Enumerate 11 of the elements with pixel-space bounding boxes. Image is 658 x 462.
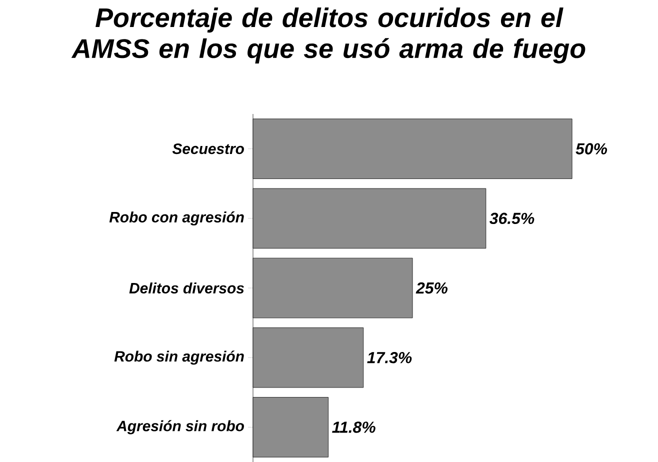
data-label: 25%: [416, 282, 448, 294]
data-label: 36.5%: [490, 212, 534, 224]
y-tick-label: Delitos diversos: [129, 282, 244, 294]
y-tick-label: Robo sin agresión: [114, 350, 244, 365]
data-label: 50%: [576, 143, 608, 154]
y-tick-label: Secuestro: [172, 144, 244, 154]
y-tick-label: Agresión sin robo: [116, 420, 244, 434]
y-tick-label: Robo con agresión: [109, 211, 244, 226]
data-label: 11.8%: [332, 422, 376, 433]
chart-title: Porcentaje de delitos ocuridos en el AMSS en los que se usó arma de fuego: [71, 8, 586, 64]
data-label: 17.3%: [367, 352, 412, 364]
